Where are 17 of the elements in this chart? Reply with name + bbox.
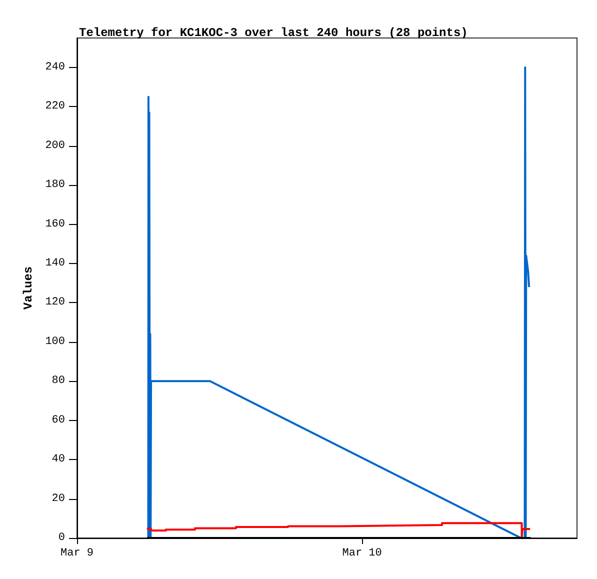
y-tick-label: 60	[52, 414, 65, 426]
y-axis-title: Values	[21, 266, 36, 310]
y-tick-label: 200	[45, 140, 65, 152]
y-tick-label: 80	[52, 375, 65, 388]
y-tick-label: 120	[45, 296, 65, 309]
y-tick-label: 20	[52, 492, 65, 505]
y-tick-label: 0	[58, 532, 65, 544]
y-tick-label: 140	[45, 257, 65, 270]
y-tick-label: 220	[45, 100, 65, 113]
y-tick-label: 240	[45, 61, 65, 74]
chart-title: Telemetry for KC1KOC-3 over last 240 hours (28 points)	[79, 26, 468, 40]
x-tick-label: Mar 10	[342, 548, 382, 560]
y-tick-label: 100	[45, 336, 65, 348]
y-tick-label: 40	[52, 454, 65, 466]
y-tick-label: 160	[45, 218, 65, 230]
y-tick-label: 180	[45, 179, 65, 192]
x-tick-label: Mar 9	[60, 548, 94, 560]
